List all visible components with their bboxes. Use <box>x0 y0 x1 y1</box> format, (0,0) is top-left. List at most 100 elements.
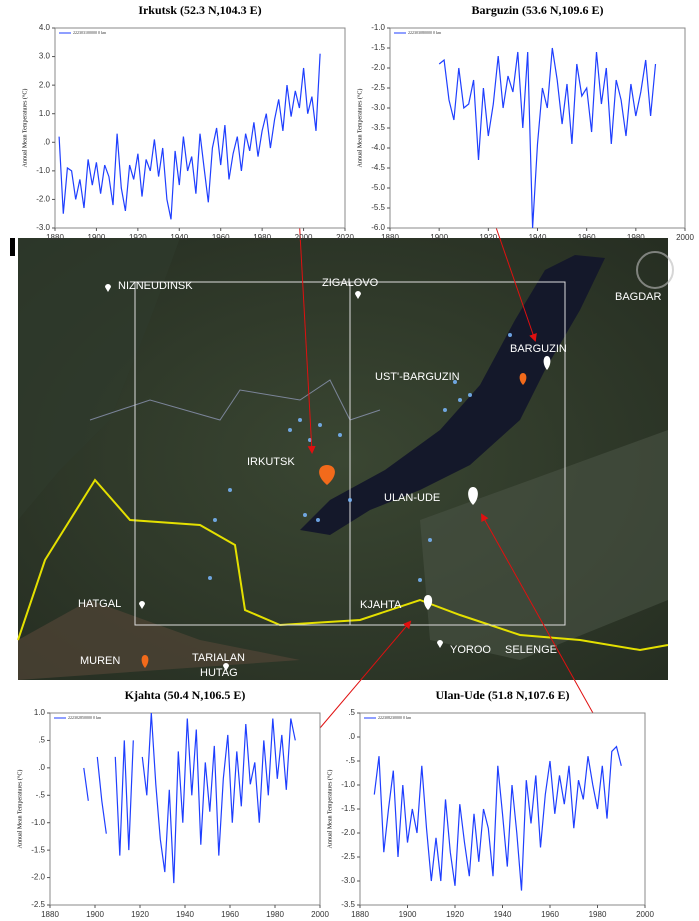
station-dot <box>318 423 322 427</box>
legend-label: 222308230000 0 km <box>378 715 412 720</box>
station-dot <box>428 538 432 542</box>
terrain-patch <box>18 600 300 680</box>
x-tick-label: 1940 <box>529 233 547 242</box>
region-border <box>89 379 381 421</box>
y-tick-label: -3.0 <box>36 223 50 232</box>
y-tick-label: -1.0 <box>36 166 50 175</box>
y-tick-label: -5.0 <box>371 183 385 192</box>
map-label: HATGAL <box>78 598 121 610</box>
map-label: MUREN <box>80 655 120 667</box>
terrain-patch <box>18 238 180 520</box>
y-tick-label: -5.5 <box>371 203 385 212</box>
station-dot <box>213 518 217 522</box>
station-dot <box>418 578 422 582</box>
data-line <box>373 745 622 891</box>
y-tick-label: .0 <box>348 732 355 741</box>
x-tick-label: 1940 <box>176 910 194 919</box>
y-tick-label: -6.0 <box>371 223 385 232</box>
y-tick-label: -2.5 <box>371 83 385 92</box>
x-tick-label: 1940 <box>170 233 188 242</box>
map-label: SELENGE <box>505 644 557 656</box>
x-tick-label: 1880 <box>46 233 64 242</box>
pin <box>141 655 149 668</box>
x-tick-label: 1960 <box>578 233 596 242</box>
pin <box>319 465 335 485</box>
data-line <box>438 47 657 229</box>
y-tick-label: .0 <box>43 137 50 146</box>
y-tick-label: 2.0 <box>39 80 51 89</box>
x-tick-label: 1900 <box>86 910 104 919</box>
station-dot <box>316 518 320 522</box>
lake-baikal <box>300 255 605 535</box>
y-tick-label: -2.0 <box>371 63 385 72</box>
y-tick-label: -2.0 <box>36 195 50 204</box>
station-dot <box>338 433 342 437</box>
x-tick-label: 1980 <box>253 233 271 242</box>
data-line <box>83 712 296 884</box>
x-tick-label: 1960 <box>212 233 230 242</box>
x-tick-label: 2020 <box>336 233 354 242</box>
y-tick-label: .5 <box>38 736 45 745</box>
x-tick-label: 1920 <box>131 910 149 919</box>
station-dot <box>348 498 352 502</box>
x-tick-label: 1880 <box>41 910 59 919</box>
map-label: BARGUZIN <box>510 343 567 355</box>
x-tick-label: 1900 <box>430 233 448 242</box>
pin <box>105 284 111 292</box>
y-tick-label: -2.5 <box>31 900 45 909</box>
y-tick-label: -1.0 <box>31 818 45 827</box>
station-dot <box>228 488 232 492</box>
x-tick-label: 1960 <box>541 910 559 919</box>
x-tick-label: 2000 <box>311 910 329 919</box>
pin <box>543 356 551 370</box>
station-dot <box>208 576 212 580</box>
y-tick-label: 3.0 <box>39 52 51 61</box>
y-tick-label: 1.0 <box>34 708 46 717</box>
station-dot <box>453 380 457 384</box>
arrow <box>319 620 412 729</box>
y-tick-label: -2.5 <box>341 852 355 861</box>
y-axis-label: Annual Mean Temperatures (°C) <box>356 89 363 168</box>
y-tick-label: -3.5 <box>341 900 355 909</box>
compass <box>636 251 674 289</box>
station-dot <box>508 333 512 337</box>
plot-area <box>389 27 686 229</box>
x-tick-label: 1960 <box>221 910 239 919</box>
y-tick-label: -1.5 <box>341 804 355 813</box>
y-tick-label: -3.5 <box>371 123 385 132</box>
arrow <box>489 209 537 342</box>
map <box>10 238 674 680</box>
arrow <box>297 196 316 454</box>
map-label: ULAN-UDE <box>384 492 440 504</box>
x-tick-label: 1980 <box>627 233 645 242</box>
y-tick-label: -2.0 <box>31 873 45 882</box>
pin <box>519 373 527 385</box>
y-axis-label: Annual Mean Temperatures (°C) <box>21 89 28 168</box>
y-tick-label: .5 <box>348 708 355 717</box>
map-label: YOROO <box>450 644 491 656</box>
pin <box>223 663 229 671</box>
pin <box>423 595 433 610</box>
arrow <box>481 513 599 723</box>
map-label: UST'-BARGUZIN <box>375 371 460 383</box>
station-dot <box>443 408 447 412</box>
y-tick-label: 1.0 <box>39 109 51 118</box>
y-axis-label: Annual Mean Temperatures (°C) <box>16 770 23 849</box>
map-label: HUTAG <box>200 667 238 679</box>
x-tick-label: 1980 <box>589 910 607 919</box>
y-tick-label: -1.0 <box>371 23 385 32</box>
station-dot <box>458 398 462 402</box>
y-tick-label: -1.5 <box>31 845 45 854</box>
chart-title: Barguzin (53.6 N,109.6 E) <box>472 3 604 17</box>
map-label: KJAHTA <box>360 599 402 611</box>
y-tick-label: -1.5 <box>371 43 385 52</box>
pin <box>139 601 145 609</box>
pin <box>355 291 361 299</box>
y-tick-label: -3.0 <box>341 876 355 885</box>
legend-label: 222303080000 0 km <box>408 30 442 35</box>
terrain-patch <box>420 430 668 660</box>
y-tick-label: -2.0 <box>341 828 355 837</box>
x-tick-label: 1940 <box>494 910 512 919</box>
pin <box>468 487 478 505</box>
x-tick-label: 1920 <box>446 910 464 919</box>
